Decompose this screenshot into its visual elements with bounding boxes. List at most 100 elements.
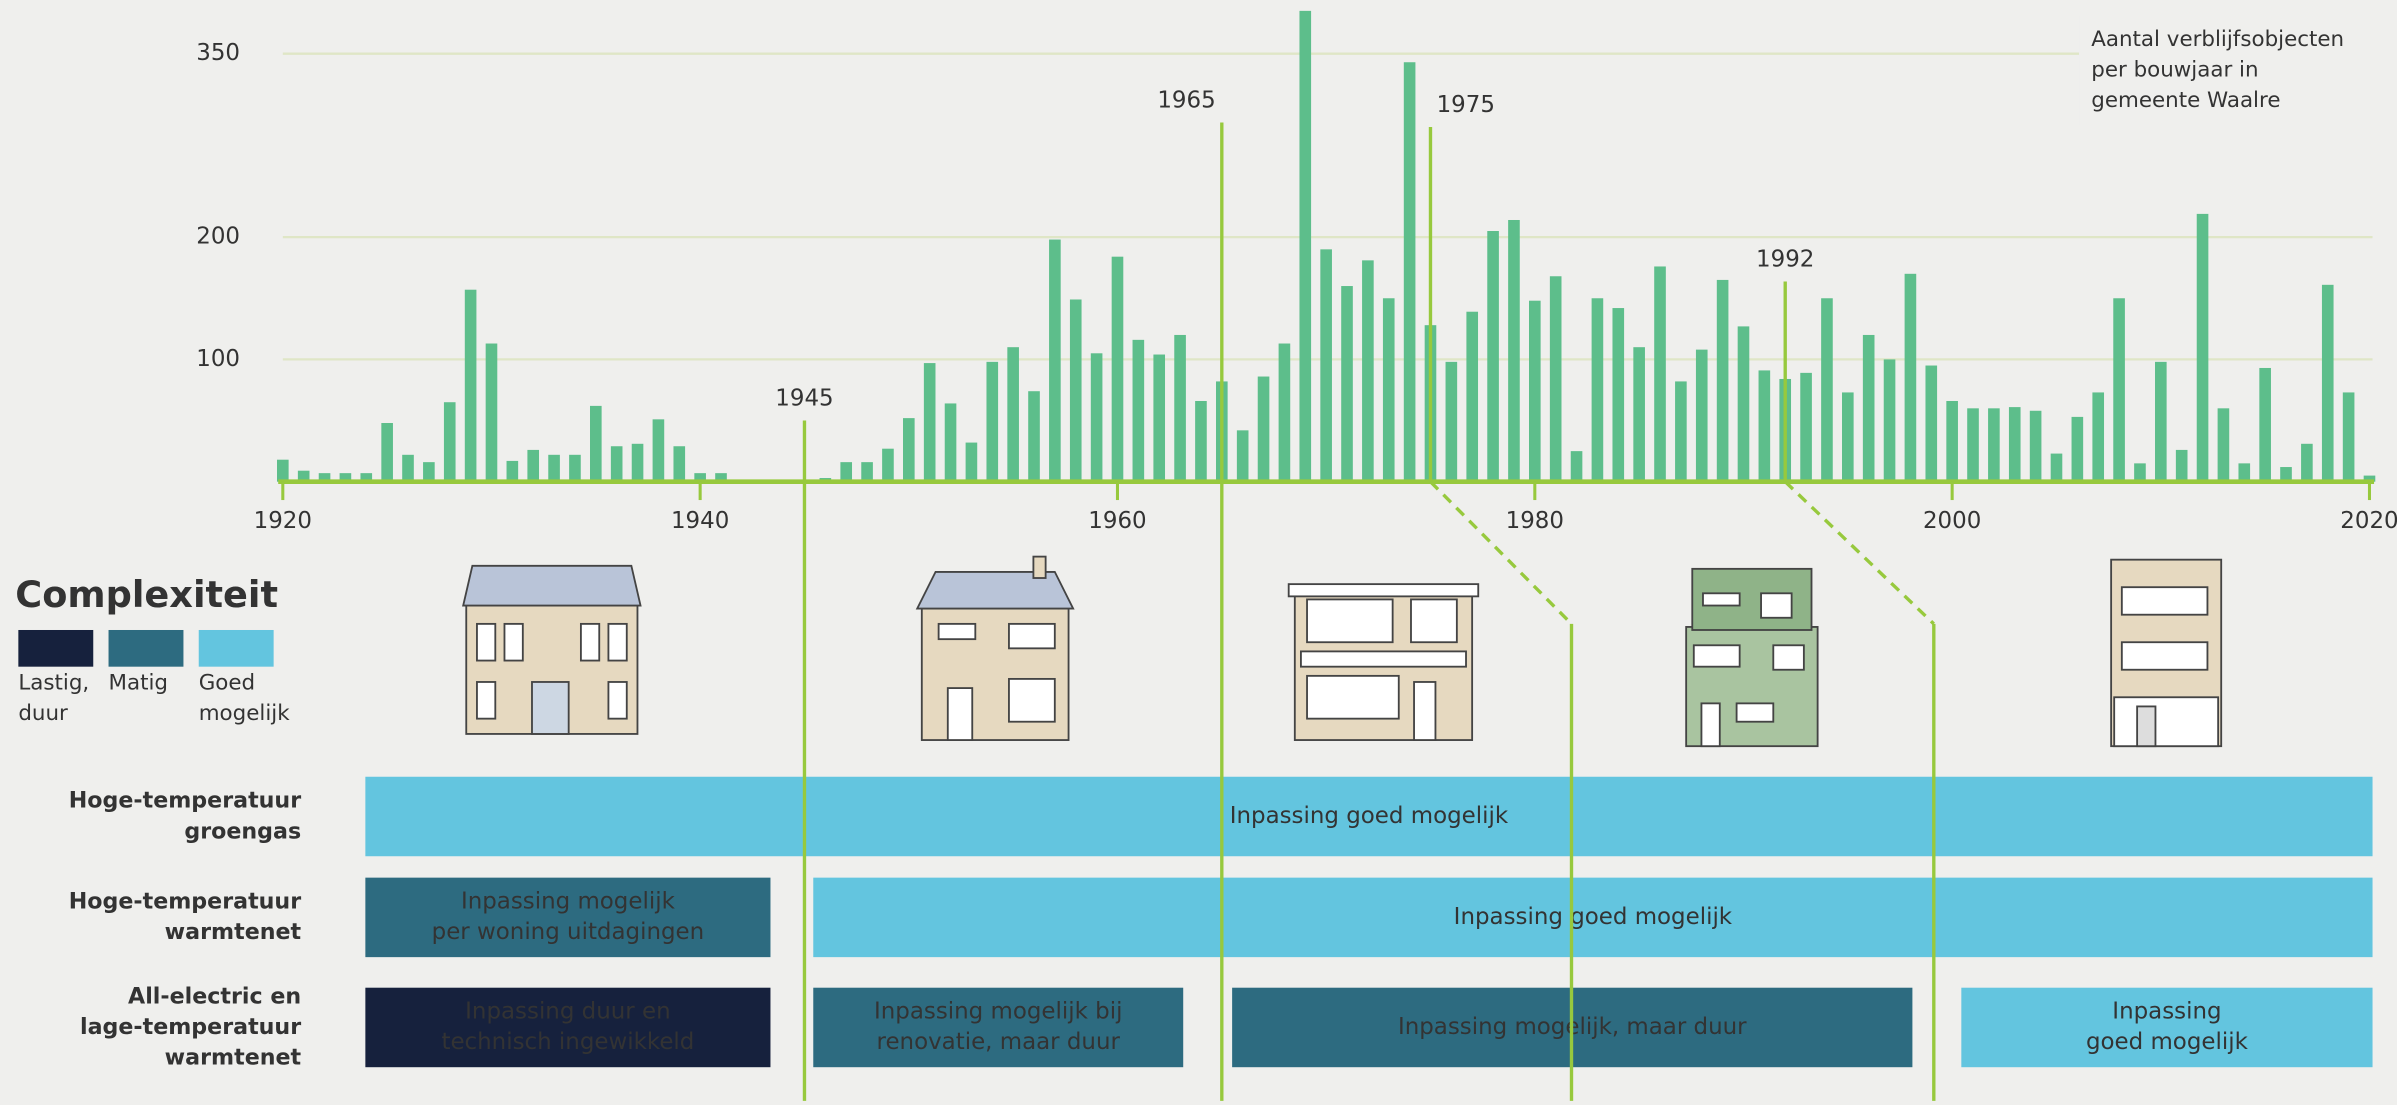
bar	[924, 363, 936, 482]
bar	[2176, 450, 2188, 482]
bar	[1717, 280, 1729, 482]
y-tick-label: 350	[196, 40, 240, 66]
bar	[1946, 401, 1958, 482]
row-label: warmtenet	[165, 1045, 302, 1071]
bar	[1299, 11, 1311, 482]
band-text: Inpassing	[2112, 999, 2221, 1025]
x-tick-label: 1940	[671, 508, 729, 534]
legend-label: Goed	[199, 670, 255, 695]
x-tick-label: 1920	[254, 508, 312, 534]
legend-swatch	[199, 630, 274, 667]
bar	[2009, 407, 2021, 482]
legend-label: mogelijk	[199, 701, 290, 726]
bar	[861, 462, 873, 482]
bar	[1905, 274, 1917, 482]
house-3	[1289, 584, 1479, 740]
band-text: Inpassing duur en	[465, 999, 670, 1025]
band-text: Inpassing goed mogelijk	[1230, 803, 1509, 829]
bar	[1320, 249, 1332, 481]
bar	[1404, 62, 1416, 481]
bar	[1174, 335, 1186, 482]
year-marker-label: 1945	[775, 386, 833, 412]
annotation: gemeente Waalre	[2091, 88, 2280, 113]
bar	[1759, 370, 1771, 481]
bar	[1821, 298, 1833, 481]
bar	[1279, 344, 1291, 482]
bar	[2134, 463, 2146, 481]
bar	[1341, 286, 1353, 482]
bar	[1112, 257, 1124, 482]
row-label: Hoge-temperatuur	[69, 889, 301, 915]
bar	[1133, 340, 1145, 482]
bar	[1258, 377, 1270, 482]
bar	[1925, 366, 1937, 482]
bar	[1153, 355, 1165, 482]
bar	[945, 403, 957, 481]
bar	[611, 446, 623, 481]
band-text: technisch ingewikkeld	[441, 1029, 694, 1055]
bar	[1800, 373, 1812, 482]
bar	[1592, 298, 1604, 481]
infographic: 100 200 350 Aantal verblijfsobjecten per bou…	[0, 0, 2397, 1101]
bar	[1508, 220, 1520, 482]
x-tick-label: 2000	[1923, 508, 1981, 534]
house-4	[1686, 569, 1817, 746]
legend-title: Complexiteit	[15, 573, 278, 616]
legend-swatch	[109, 630, 184, 667]
bar	[966, 443, 978, 482]
legend-label: Lastig,	[18, 670, 89, 695]
legend-label: duur	[18, 701, 68, 726]
bar	[381, 423, 393, 482]
bar	[2113, 298, 2125, 481]
y-tick-label: 200	[196, 224, 240, 250]
year-marker-label: 1992	[1756, 247, 1814, 273]
annotation: Aantal verblijfsobjecten	[2091, 27, 2344, 52]
bar	[486, 344, 498, 482]
bar	[2259, 368, 2271, 482]
bar	[2155, 362, 2167, 482]
bar	[1007, 347, 1019, 482]
band-text: renovatie, maar duur	[877, 1029, 1121, 1055]
bar	[277, 460, 289, 482]
bar	[423, 462, 435, 482]
bar	[2218, 408, 2230, 481]
house-5	[2111, 560, 2221, 747]
bar	[882, 449, 894, 482]
bar	[2301, 444, 2313, 482]
annotation: per bouwjaar in	[2091, 57, 2258, 82]
band-text: Inpassing goed mogelijk	[1454, 904, 1733, 930]
bar	[2072, 417, 2084, 482]
row-label: All-electric en	[128, 983, 301, 1009]
bar	[527, 450, 539, 482]
year-marker-label: 1975	[1437, 92, 1495, 118]
bar	[2238, 463, 2250, 481]
row-label: groengas	[184, 818, 301, 844]
bar	[1237, 430, 1249, 481]
row-label: Hoge-temperatuur	[69, 788, 301, 814]
bar	[1195, 401, 1207, 482]
bar	[1362, 260, 1374, 481]
bar	[1487, 231, 1499, 482]
bar	[1696, 350, 1708, 482]
page: 100 200 350 Aantal verblijfsobjecten per bou…	[0, 0, 2397, 1105]
bar	[1550, 276, 1562, 481]
bar	[2030, 411, 2042, 482]
bar	[903, 418, 915, 482]
bar	[1738, 326, 1750, 481]
row-label: lage-temperatuur	[80, 1014, 301, 1040]
bar	[1529, 301, 1541, 482]
bar	[673, 446, 685, 481]
bar	[1967, 408, 1979, 481]
bar	[1988, 408, 2000, 481]
x-tick-label: 2020	[2340, 508, 2397, 534]
x-tick-label: 1960	[1088, 508, 1146, 534]
bar	[1842, 392, 1854, 481]
bar	[2051, 454, 2063, 482]
bar	[2343, 392, 2355, 481]
house-1	[463, 566, 640, 734]
y-tick-label: 100	[196, 346, 240, 372]
band-text: per woning uitdagingen	[432, 919, 705, 945]
bar	[444, 402, 456, 481]
bar	[402, 455, 414, 482]
bar	[2322, 285, 2334, 482]
